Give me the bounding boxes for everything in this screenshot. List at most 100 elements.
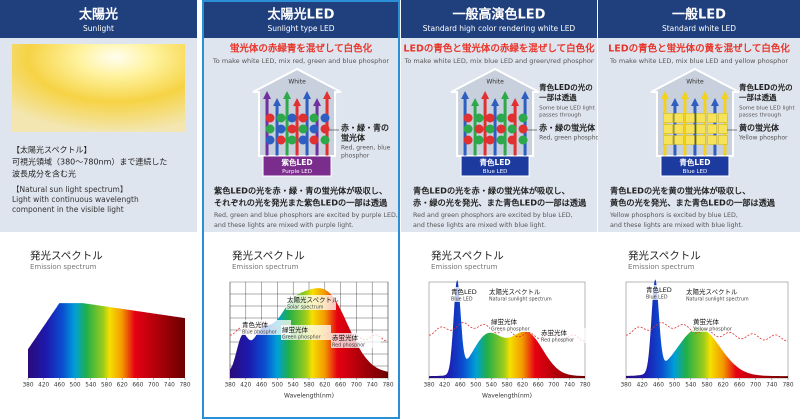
x-tick-label: 620 [718,383,729,389]
x-tick-label: 780 [179,383,190,389]
phosphor [485,124,495,134]
x-tick-label: 420 [439,383,450,389]
pass-label-en: Some blue LED light [739,106,796,112]
phosphor [685,113,695,123]
description-en: and these lights are mixed with blue lig… [413,222,546,229]
description-en: and these lights are mixed with purple l… [214,222,354,229]
phosphor [298,113,308,123]
description-en: component in the visible light [12,205,124,214]
phosphor [663,124,673,134]
annotation-bg [692,317,742,332]
x-tick-label: 740 [367,383,378,389]
axis-label: Wavelength(nm) [482,393,532,400]
phosphor [696,124,706,134]
arrow-head [680,91,689,99]
x-tick-label: 380 [620,383,631,389]
phosphor [309,113,319,123]
x-tick-label: 580 [501,383,512,389]
x-tick-label: 620 [319,383,330,389]
led-label: 青色LED [679,157,710,167]
arrow-head [670,98,679,106]
phosphor [507,124,517,134]
phosphor [463,135,473,145]
x-tick-label: 500 [70,383,81,389]
pass-label: 青色LEDの光の [739,82,793,92]
description: それぞれの光を発光また紫色LEDの一部は透過 [214,198,388,208]
arrow-head [263,91,272,99]
x-tick-label: 660 [335,383,346,389]
x-tick-label: 700 [148,383,159,389]
arrow-head [521,91,530,99]
x-tick-label: 580 [303,383,314,389]
description: 可視光領域（380～780nm）まで連続した [12,157,167,167]
description-en: Light with continuous wavelength [12,195,139,204]
arrow-head [283,91,292,99]
annotation-bg [490,317,540,332]
spectrum-subtitle: Emission spectrum [232,263,299,271]
phosphor [507,113,517,123]
annotation-en: Natural sunlight spectrum [489,297,552,303]
phosphor [320,124,330,134]
phosphor [707,113,717,123]
spectrum-title: 発光スペクトル [431,249,504,262]
spectrum-fill [626,279,788,378]
spectrum-subtitle: Emission spectrum [628,263,695,271]
annotation: 緑蛍光体 [282,325,309,334]
description: 赤・緑の光を発光、また青色LEDの一部は透過 [413,198,587,208]
phosphor [463,124,473,134]
headline: LEDの青色と蛍光体の赤緑を混ぜして白色化 [403,43,595,55]
phosphor [320,135,330,145]
x-tick-label: 420 [38,383,49,389]
pass-label: 一部は透過 [539,92,577,102]
annotation-en: Solar spectrum [287,305,324,311]
phosphor [298,135,308,145]
description: 波長成分を含む光 [12,169,76,179]
phosphor [496,135,506,145]
annotation-en: Green phosphor [282,335,321,341]
annotation: 黄蛍光体 [693,317,720,326]
phosphor [287,113,297,123]
x-tick-label: 780 [782,383,793,389]
x-tick-label: 540 [685,383,696,389]
led-box [262,155,332,177]
phosphor [276,124,286,134]
annotation-en: Blue LED [646,295,668,301]
phosphor [485,135,495,145]
axis-label: Wavelength(nm) [284,393,334,400]
spectrum-title: 発光スペクトル [232,249,305,262]
annotation: 青色光体 [242,320,269,329]
arrow-head [501,91,510,99]
x-tick-label: 660 [734,383,745,389]
description-en: Red and green phosphors are excited by b… [413,212,573,219]
annotation-bg [488,287,538,302]
annotation-bg [540,328,590,343]
x-tick-label: 500 [669,383,680,389]
sunlight-image [12,44,185,132]
x-tick-label: 660 [533,383,544,389]
pass-label: 青色LEDの光の [539,82,593,92]
spectrum-subtitle: Emission spectrum [30,263,97,271]
pass-label: 一部は透過 [739,92,777,102]
annotation-en: Blue phosphor [242,330,277,336]
arrow-head [471,98,480,106]
x-tick-label: 420 [240,383,251,389]
x-tick-label: 540 [288,383,299,389]
arrow-head [273,98,282,106]
annotation-en: Red phosphor [332,343,365,349]
phosphor [463,113,473,123]
arrow-head [720,91,729,99]
x-tick-label: 380 [224,383,235,389]
column-subtitle: Sunlight type LED [267,24,334,33]
x-tick-label: 540 [486,383,497,389]
header-bar [598,0,800,38]
solar-curve [625,322,788,342]
diagram-top: White [486,79,504,86]
annotation-bg [450,287,500,302]
phosphor-label-en: Red, green, blue [341,145,391,152]
phosphor [685,124,695,134]
phosphor-label: 蛍光体 [341,133,366,143]
pass-label-en: Some blue LED light [539,106,596,112]
x-tick-label: 500 [470,383,481,389]
annotation-en: Natural sunlight spectrum [686,297,749,303]
